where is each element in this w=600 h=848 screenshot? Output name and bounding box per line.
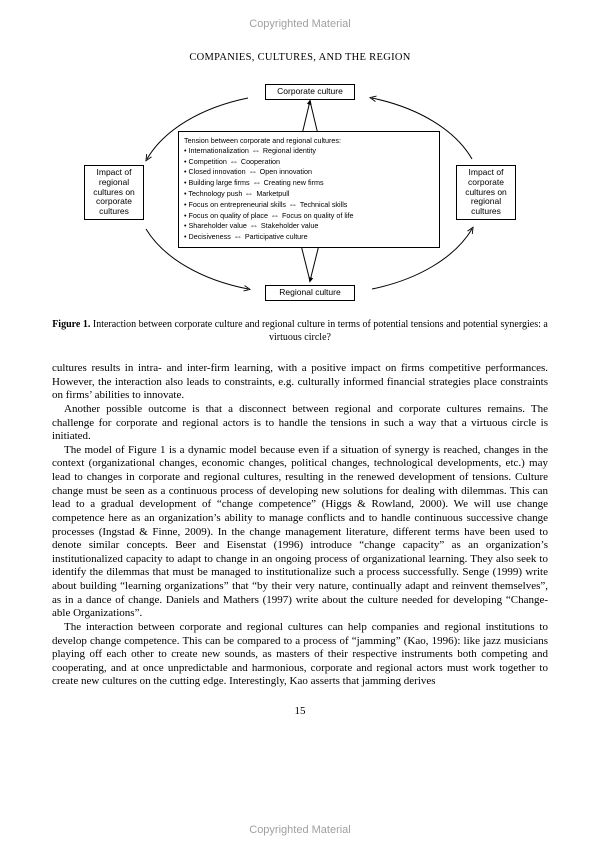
regional-culture-label: Regional culture [265, 285, 355, 301]
impact-corporate-on-regional-label: Impact of corporate cultures on regional… [456, 165, 516, 220]
tension-item: • Focus on entrepreneurial skills ⇔ Tech… [184, 200, 434, 211]
figure-caption: Figure 1. Interaction between corporate … [52, 319, 548, 344]
paragraph-3: The model of Figure 1 is a dynamic model… [52, 444, 548, 621]
corporate-culture-label: Corporate culture [265, 84, 355, 100]
figure-caption-label: Figure 1. [52, 319, 90, 330]
tension-item: • Competition ⇔ Cooperation [184, 157, 434, 168]
body-text: cultures results in intra- and inter-fir… [52, 362, 548, 689]
figure-caption-text: Interaction between corporate culture an… [93, 319, 548, 343]
paragraph-2: Another possible outcome is that a disco… [52, 403, 548, 444]
tension-item: • Technology push ⇔ Marketpull [184, 189, 434, 200]
tension-item: • Internationalization ⇔ Regional identi… [184, 146, 434, 157]
running-head: COMPANIES, CULTURES, AND THE REGION [52, 52, 548, 63]
paragraph-1: cultures results in intra- and inter-fir… [52, 362, 548, 403]
watermark-top: Copyrighted Material [52, 18, 548, 30]
tension-item: • Decisiveness ⇔ Participative culture [184, 232, 434, 243]
tension-item: • Focus on quality of place ⇔ Focus on q… [184, 211, 434, 222]
tension-items: • Internationalization ⇔ Regional identi… [184, 146, 434, 243]
page: Copyrighted Material COMPANIES, CULTURES… [0, 0, 600, 848]
tension-item: • Building large firms ⇔ Creating new fi… [184, 178, 434, 189]
paragraph-4: The interaction between corporate and re… [52, 621, 548, 689]
tension-item: • Shareholder value ⇔ Stakeholder value [184, 221, 434, 232]
page-number: 15 [52, 705, 548, 717]
figure-1: Corporate culture Regional culture Impac… [52, 71, 548, 317]
impact-regional-on-corporate-label: Impact of regional cultures on corporate… [84, 165, 144, 220]
watermark-bottom: Copyrighted Material [0, 824, 600, 836]
tension-box: Tension between corporate and regional c… [178, 131, 440, 248]
tension-header: Tension between corporate and regional c… [184, 136, 434, 146]
tension-item: • Closed innovation ⇔ Open innovation [184, 167, 434, 178]
